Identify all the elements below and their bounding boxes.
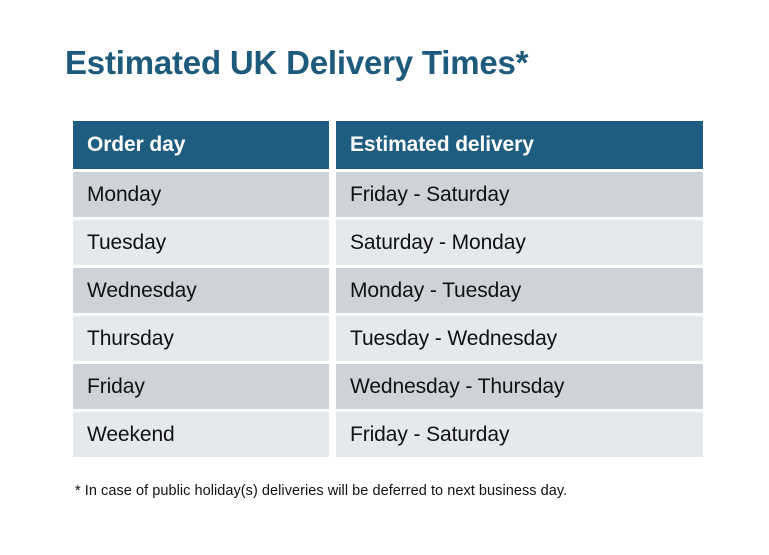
table-row: Wednesday Monday - Tuesday — [73, 268, 703, 313]
table-row: Weekend Friday - Saturday — [73, 412, 703, 457]
page-title: Estimated UK Delivery Times* — [65, 44, 529, 81]
table-row: Monday Friday - Saturday — [73, 172, 703, 217]
cell-estimated-delivery: Tuesday - Wednesday — [336, 316, 703, 361]
delivery-times-table: Order day Estimated delivery Monday Frid… — [66, 118, 710, 460]
cell-estimated-delivery: Saturday - Monday — [336, 220, 703, 265]
cell-order-day: Monday — [73, 172, 329, 217]
cell-order-day: Friday — [73, 364, 329, 409]
table-body: Monday Friday - Saturday Tuesday Saturda… — [73, 172, 703, 457]
cell-estimated-delivery: Monday - Tuesday — [336, 268, 703, 313]
cell-estimated-delivery: Wednesday - Thursday — [336, 364, 703, 409]
cell-order-day: Wednesday — [73, 268, 329, 313]
cell-order-day: Weekend — [73, 412, 329, 457]
table-row: Friday Wednesday - Thursday — [73, 364, 703, 409]
column-header-order-day: Order day — [73, 121, 329, 169]
cell-order-day: Tuesday — [73, 220, 329, 265]
cell-estimated-delivery: Friday - Saturday — [336, 412, 703, 457]
cell-estimated-delivery: Friday - Saturday — [336, 172, 703, 217]
cell-order-day: Thursday — [73, 316, 329, 361]
table-row: Tuesday Saturday - Monday — [73, 220, 703, 265]
footnote-text: * In case of public holiday(s) deliverie… — [75, 483, 568, 499]
table-header: Order day Estimated delivery — [73, 121, 703, 169]
column-header-estimated-delivery: Estimated delivery — [336, 121, 703, 169]
table-header-row: Order day Estimated delivery — [73, 121, 703, 169]
table-row: Thursday Tuesday - Wednesday — [73, 316, 703, 361]
